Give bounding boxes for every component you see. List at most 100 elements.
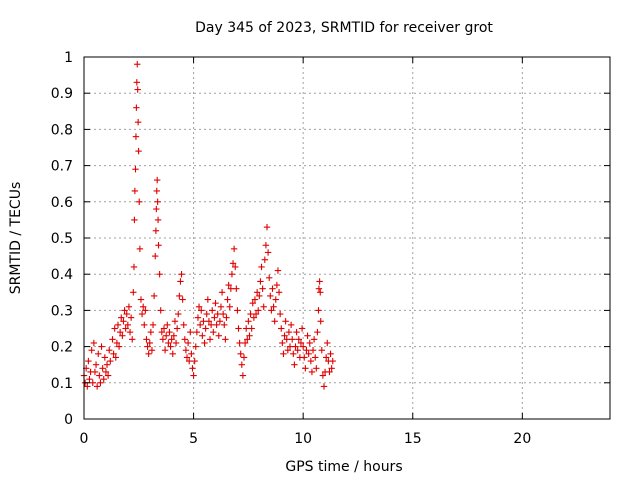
data-point [290,350,297,358]
data-point [207,321,215,329]
data-point [262,242,270,249]
data-point [145,350,152,358]
data-point [250,314,258,321]
data-point [253,289,261,296]
data-point [228,271,236,278]
data-point [102,368,110,376]
data-point [146,339,153,347]
data-point [201,339,208,347]
data-point [230,245,238,253]
data-point [232,263,239,271]
data-point [130,263,138,271]
data-point [89,379,96,386]
data-point [251,296,259,303]
data-point [162,332,170,339]
data-point [322,354,330,361]
data-point [279,339,286,347]
data-point [214,310,221,318]
data-point [133,79,141,86]
data-point [159,336,167,343]
data-point [229,260,237,267]
data-point [152,227,160,234]
data-point [236,339,243,347]
data-point [280,350,287,358]
data-point [114,321,122,329]
y-tick-label: 0.9 [51,86,73,102]
data-point [314,328,321,336]
data-point [165,339,172,347]
data-point [298,325,306,332]
y-tick-label: 0.6 [51,195,73,211]
data-point [246,332,253,339]
data-point [96,372,103,379]
data-point [126,328,134,336]
data-point [203,310,210,318]
data-point [172,339,180,347]
data-point [198,307,205,314]
data-point [224,296,231,303]
data-point [200,318,207,325]
data-point [193,328,201,336]
data-point [305,350,312,358]
data-point [324,339,331,347]
data-point [271,318,278,325]
data-point [234,307,241,314]
axis-ticks: 00.10.20.30.40.50.60.70.80.910 5 10 15 20 [51,50,610,447]
data-point [293,328,300,336]
data-point [158,328,166,336]
data-point [302,365,309,372]
data-point [235,325,242,332]
data-point [131,187,139,195]
data-point [132,166,139,173]
data-point [150,292,158,300]
data-point [104,372,112,379]
data-point [278,325,285,332]
data-point [285,328,293,336]
data-point [160,325,168,332]
data-point [137,296,145,303]
y-tick-label: 1 [64,50,73,66]
data-point [221,321,228,329]
data-point [219,310,227,318]
data-point [292,343,299,350]
data-point [173,325,181,332]
data-point [111,325,118,332]
data-point [166,328,173,336]
data-point [129,336,136,343]
data-point [119,332,126,339]
data-point [226,303,233,310]
data-point [315,285,323,292]
data-point [227,285,235,292]
data-point [316,278,323,285]
data-point [110,350,117,358]
data-point [131,216,138,224]
data-point [154,216,162,224]
y-tick-label: 0.4 [51,267,73,283]
data-point [152,252,159,260]
data-point [242,325,250,332]
data-point [306,339,313,347]
data-point [180,321,187,329]
x-tick-label: 20 [513,431,531,447]
data-point [148,347,156,354]
data-point [249,299,256,307]
data-point [244,336,251,343]
data-point [204,296,212,303]
data-point [261,256,269,263]
data-point [171,318,179,325]
data-point [317,289,324,296]
data-point [210,328,217,336]
data-point [274,267,282,274]
data-point [202,325,209,332]
data-point [143,336,150,343]
data-point [147,328,155,336]
y-tick-label: 0.8 [51,122,73,138]
y-axis-label: SRMTID / TECUs [8,182,24,295]
data-point [295,336,302,343]
data-point [269,285,276,292]
data-point [199,332,206,339]
data-point [304,332,311,339]
data-point [187,328,194,336]
data-point [206,336,214,343]
data-point [215,332,222,339]
